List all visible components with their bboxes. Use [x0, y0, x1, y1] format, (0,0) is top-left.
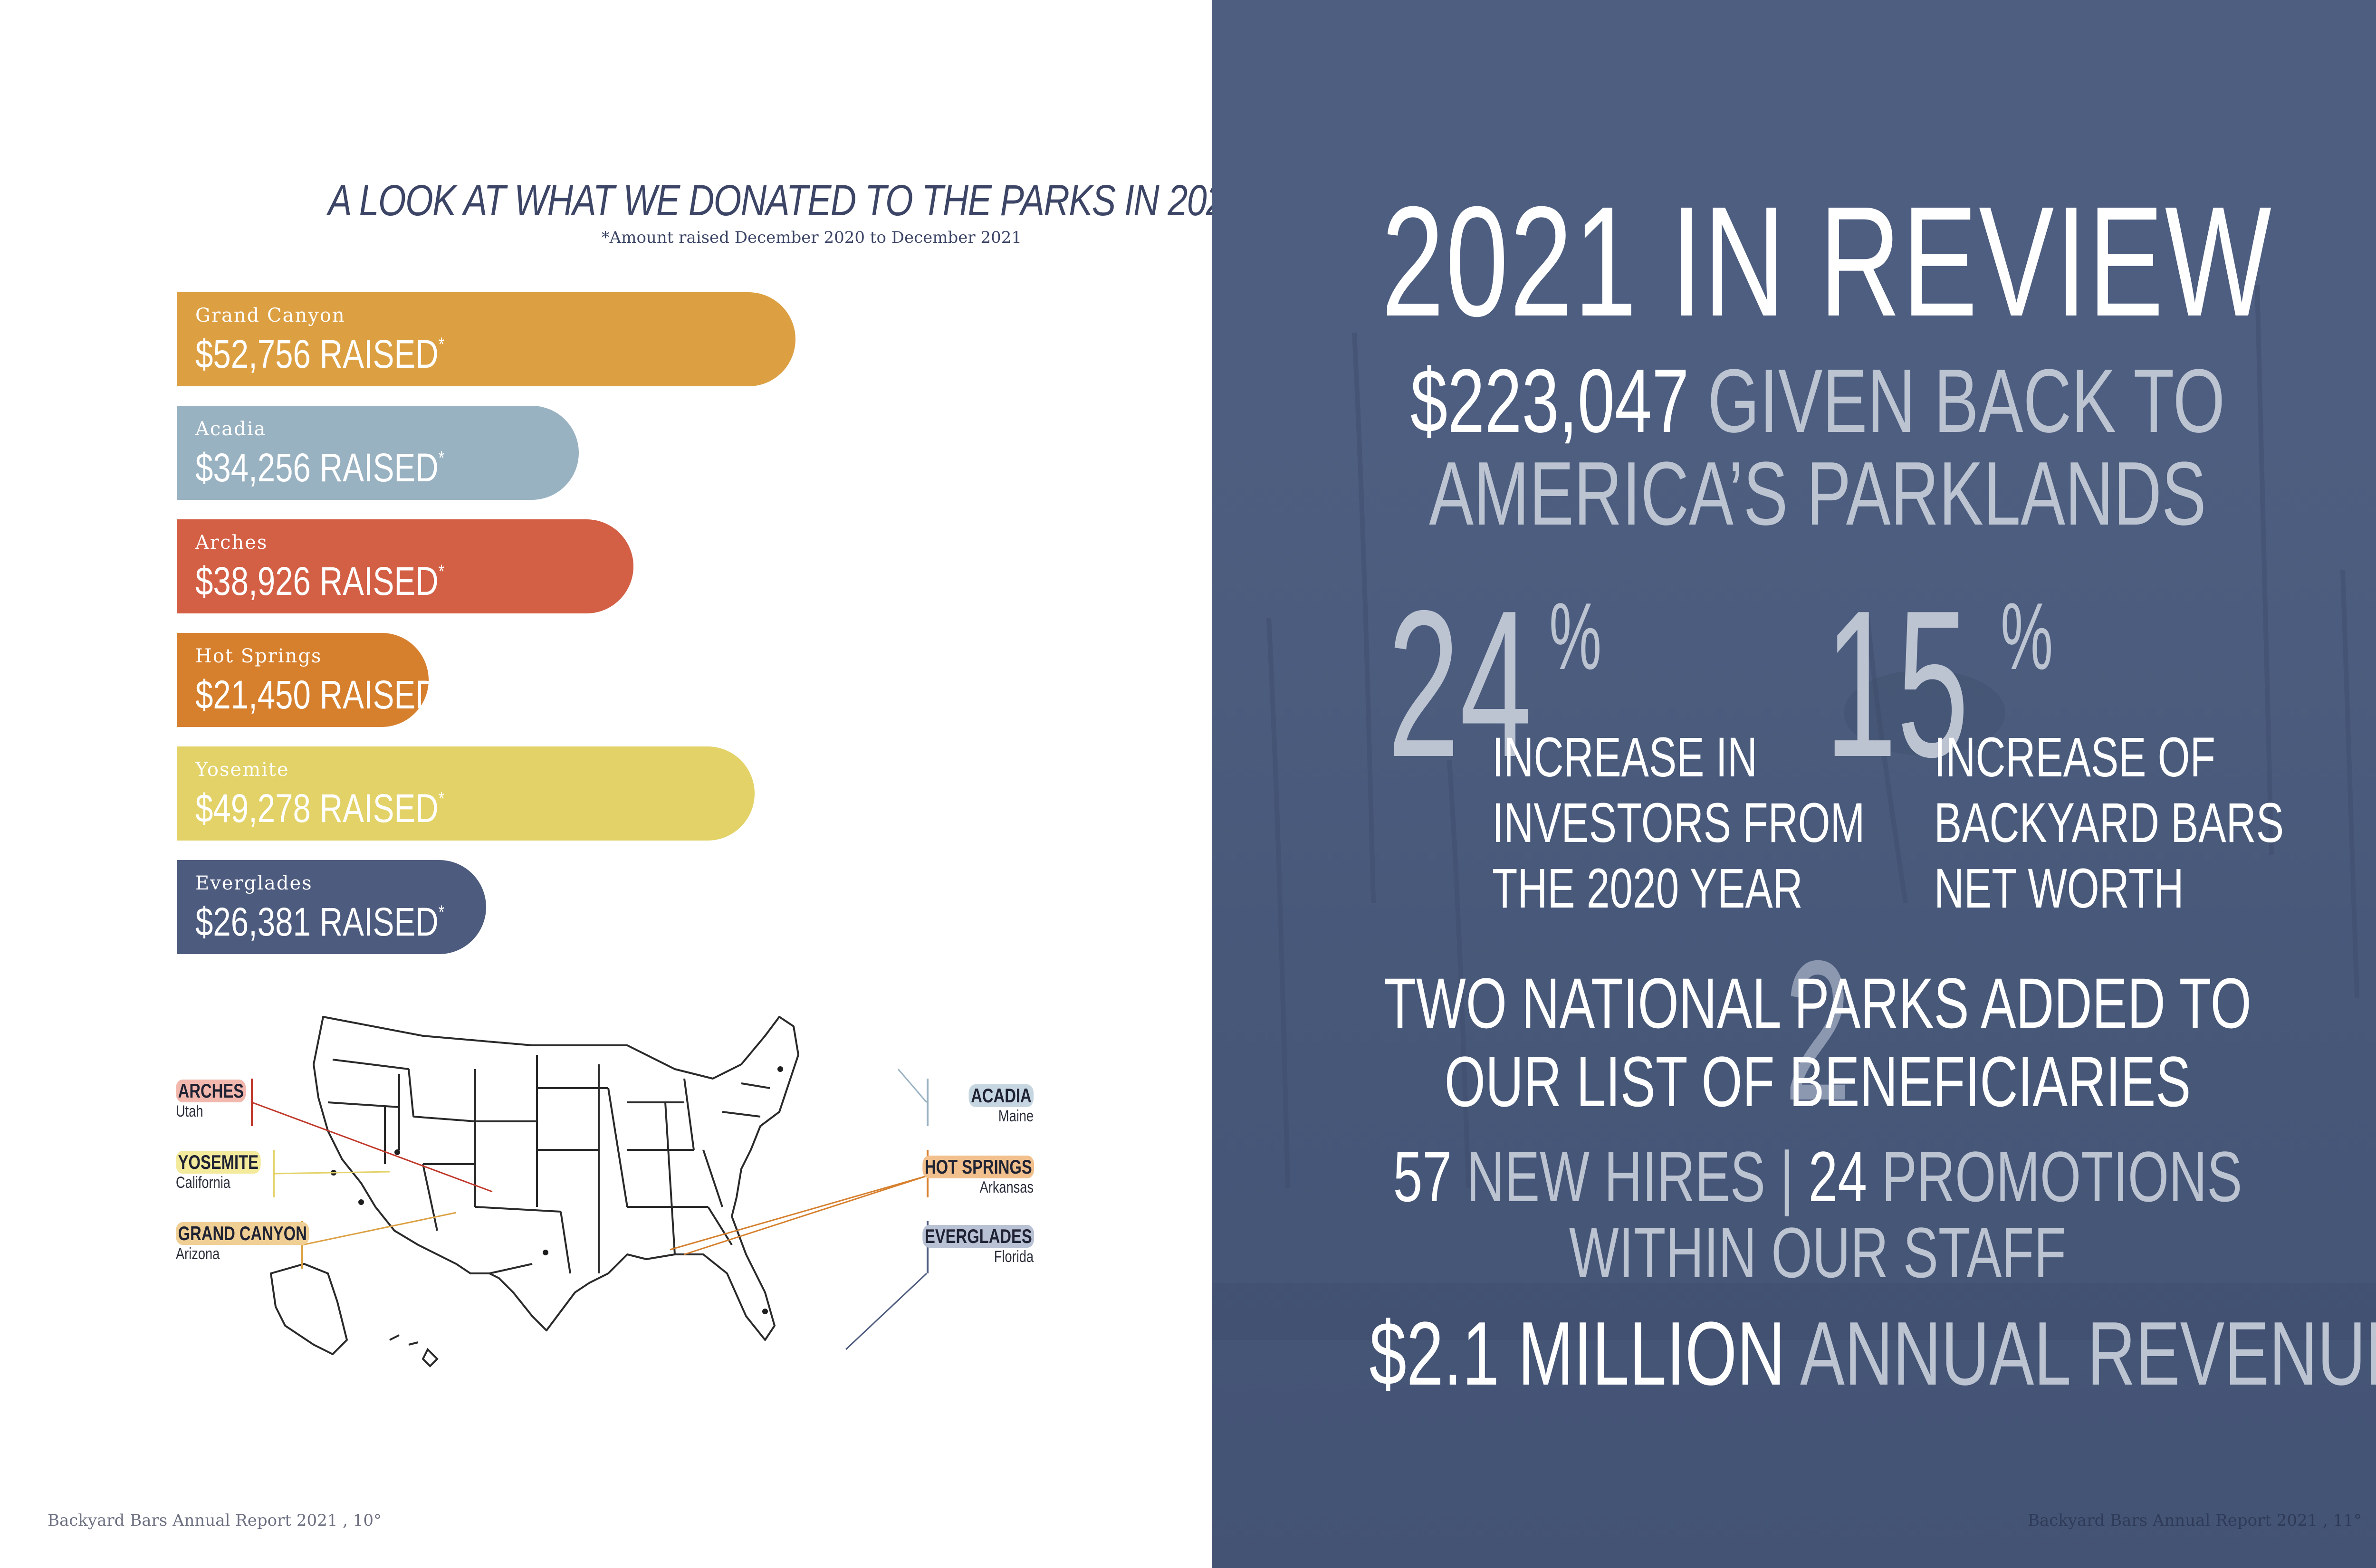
footer-left: Backyard Bars Annual Report 2021 , 10°	[48, 1511, 382, 1530]
bar-label: Acadia	[195, 418, 267, 440]
asterisk: *	[438, 675, 445, 696]
stat-line: INCREASE OF	[1934, 726, 2215, 789]
bar-label: Everglades	[195, 872, 313, 894]
bar-value-label: $26,381 RAISED*	[195, 899, 445, 944]
hires-line: 57 NEW HIRES | 24 PROMOTIONS	[1370, 1136, 2266, 1218]
given-label: GIVEN BACK TO	[1707, 351, 2225, 451]
given-amount: $223,047	[1410, 351, 1689, 451]
parks-added-line2: OUR LIST OF BENEFICIARIES	[1444, 1042, 2191, 1121]
bar-value-label: $34,256 RAISED*	[195, 445, 445, 490]
stat-line: INVESTORS FROM	[1492, 792, 1865, 854]
us-outline	[313, 1016, 799, 1341]
callout-arches: ARCHES Utah	[176, 1080, 266, 1121]
callout-acadia: ACADIA Maine	[891, 1084, 1034, 1126]
yosemite-marker	[331, 1170, 336, 1176]
yosemite-bracket	[273, 1150, 275, 1197]
right-page: 2021 IN REVIEW $223,047 GIVEN BACK TO AM…	[1212, 0, 2376, 1568]
stat-line: INCREASE IN	[1492, 726, 1757, 789]
bar-everglades: Everglades $26,381 RAISED*	[177, 860, 487, 954]
bar-hot-springs: Hot Springs $21,450 RAISED*	[177, 633, 444, 727]
stat-networth-number: 15	[1825, 567, 1969, 801]
callout-state: Utah	[176, 1102, 203, 1120]
callout-park-name: HOT SPRINGS	[922, 1156, 1035, 1178]
asterisk: *	[438, 788, 445, 809]
acadia-bracket	[927, 1079, 929, 1126]
callout-park-name: YOSEMITE	[176, 1151, 261, 1174]
parks-added-line1: TWO NATIONAL PARKS ADDED TO	[1384, 963, 2251, 1043]
arches-marker	[394, 1149, 400, 1155]
hot-springs-marker	[543, 1250, 548, 1255]
callout-state: Florida	[994, 1248, 1034, 1266]
left-page: A LOOK AT WHAT WE DONATED TO THE PARKS I…	[48, 176, 1245, 1530]
callout-state: Arizona	[176, 1245, 220, 1263]
callout-park-name: EVERGLADES	[922, 1225, 1035, 1248]
bar-value-label: $38,926 RAISED*	[195, 559, 445, 603]
footer-right: Backyard Bars Annual Report 2021 , 11°	[2027, 1511, 2362, 1530]
promotions-label: PROMOTIONS	[1881, 1137, 2242, 1216]
callout-state: Maine	[998, 1107, 1034, 1125]
hires-number: 57	[1393, 1137, 1452, 1216]
callout-park-name: ARCHES	[176, 1080, 246, 1102]
given-back-line1: $223,047 GIVEN BACK TO	[1370, 349, 2266, 453]
bar-arches: Arches $38,926 RAISED*	[177, 519, 633, 613]
stat-networth-percent: %	[2001, 583, 2053, 689]
parks-added-number: 2	[1784, 919, 1851, 1142]
bar-grand-canyon: Grand Canyon $52,756 RAISED*	[177, 292, 795, 386]
background-photo-texture	[1212, 0, 2376, 1568]
asterisk: *	[438, 902, 445, 923]
bar-yosemite: Yosemite $49,278 RAISED*	[177, 746, 755, 841]
bar-value-label: $52,756 RAISED*	[195, 332, 445, 376]
arches-bracket	[251, 1079, 253, 1126]
hawaii-outline	[389, 1334, 439, 1367]
bar-value-label: $49,278 RAISED*	[195, 786, 445, 831]
review-title: 2021 IN REVIEW	[1381, 173, 2273, 349]
grand-canyon-marker	[358, 1199, 364, 1205]
bar-label: Grand Canyon	[195, 305, 345, 326]
callout-hot-springs: HOT SPRINGS Arkansas	[891, 1156, 1035, 1197]
bar-value-label: $21,450 RAISED*	[195, 672, 445, 717]
callout-state: California	[176, 1174, 230, 1192]
staff-line: WITHIN OUR STAFF	[1569, 1213, 2067, 1292]
asterisk: *	[438, 448, 445, 468]
callout-state: Arkansas	[979, 1178, 1034, 1196]
callout-park-name: GRAND CANYON	[176, 1222, 309, 1245]
stat-line: NET WORTH	[1934, 857, 2184, 920]
alaska-outline	[269, 1262, 348, 1356]
callout-yosemite: YOSEMITE California	[176, 1151, 285, 1192]
chart-title: A LOOK AT WHAT WE DONATED TO THE PARKS I…	[328, 176, 1245, 225]
stat-investors-text: INCREASE IN INVESTORS FROM THE 2020 YEAR	[1492, 725, 1865, 921]
revenue-label: ANNUAL REVENUE	[1800, 1303, 2376, 1404]
promotions-number: 24	[1808, 1137, 1868, 1216]
revenue-amount: $2.1 MILLION	[1369, 1303, 1785, 1404]
callout-park-name: ACADIA	[968, 1084, 1034, 1107]
stat-investors-number: 24	[1388, 567, 1532, 801]
stat-line: BACKYARD BARS	[1934, 792, 2284, 854]
revenue-line: $2.1 MILLION ANNUAL REVENUE	[1369, 1302, 2376, 1405]
stat-networth-text: INCREASE OF BACKYARD BARS NET WORTH	[1934, 725, 2284, 921]
bar-label: Arches	[195, 532, 268, 554]
us-map	[269, 1016, 799, 1367]
heron-silhouette	[1844, 670, 2005, 755]
chart-footnote: *Amount raised December 2020 to December…	[601, 228, 1022, 247]
hires-label: NEW HIRES	[1466, 1137, 1765, 1216]
asterisk: *	[438, 561, 445, 582]
everglades-marker	[762, 1309, 768, 1314]
asterisk: *	[438, 334, 445, 355]
callout-grand-canyon: GRAND CANYON Arizona	[176, 1222, 347, 1263]
bar-label: Hot Springs	[195, 645, 322, 667]
stat-line: THE 2020 YEAR	[1492, 857, 1803, 920]
grand-canyon-bracket	[301, 1221, 303, 1269]
separator: |	[1780, 1137, 1794, 1216]
bar-acadia: Acadia $34,256 RAISED*	[177, 406, 579, 500]
given-back-line2: AMERICA’S PARKLANDS	[1429, 443, 2206, 544]
callout-everglades: EVERGLADES Florida	[891, 1225, 1035, 1266]
acadia-marker	[777, 1066, 783, 1072]
bar-label: Yosemite	[195, 759, 289, 781]
stat-investors-percent: %	[1549, 583, 1602, 689]
